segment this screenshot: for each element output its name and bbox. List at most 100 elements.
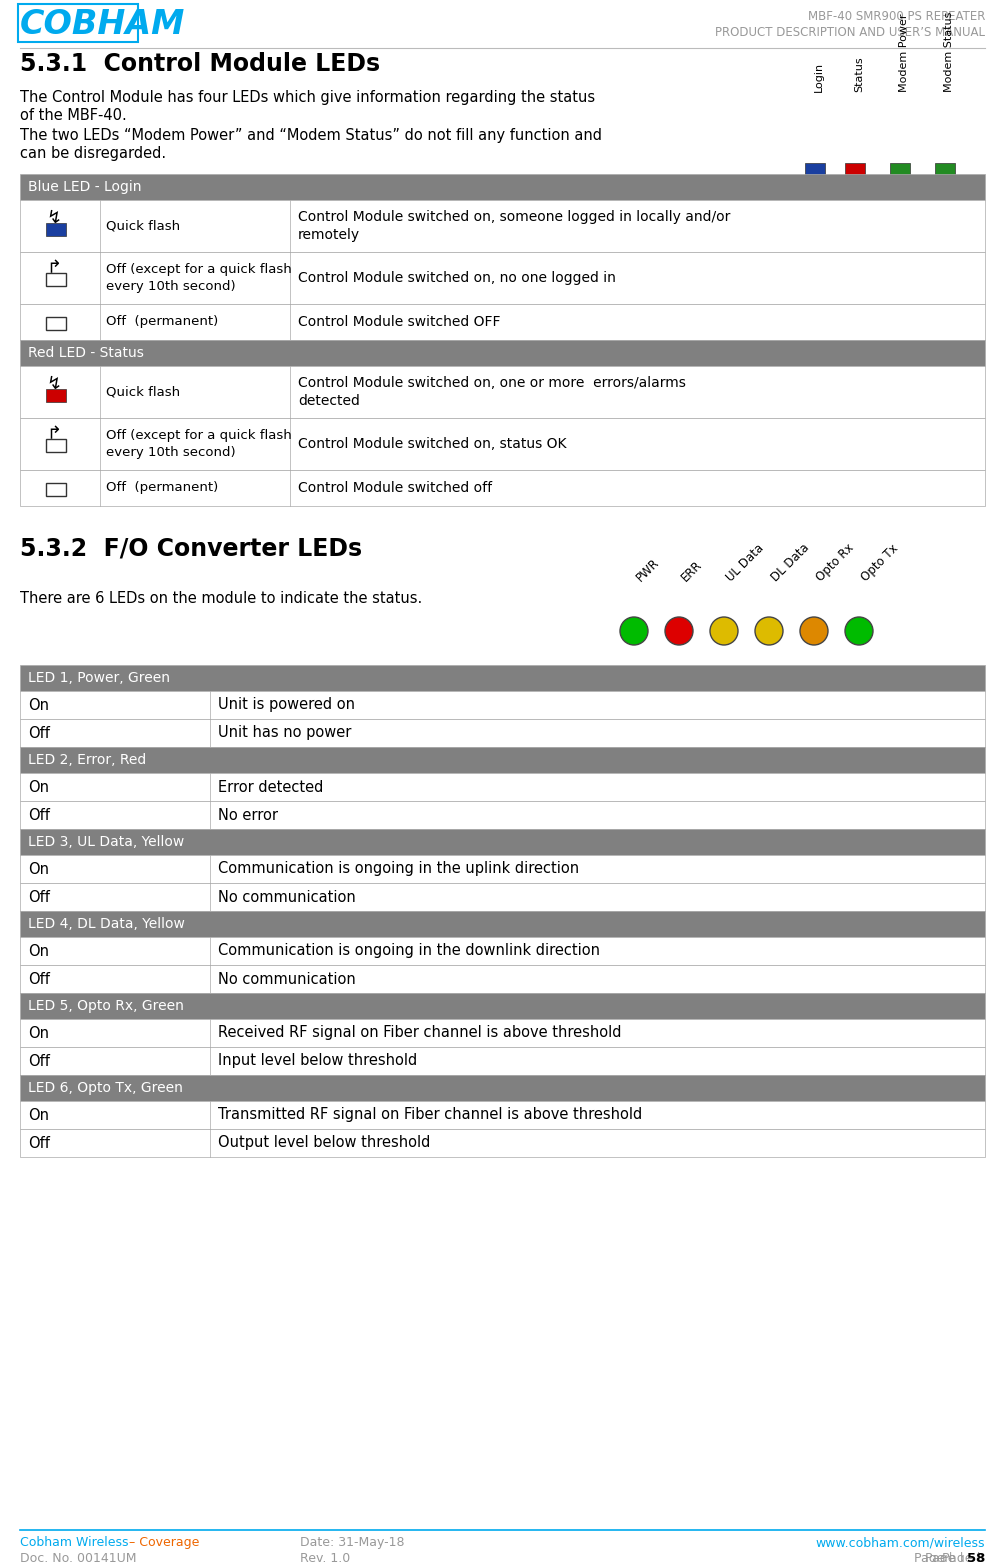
Bar <box>20 305 985 341</box>
Bar <box>46 317 66 330</box>
Text: Off: Off <box>28 808 50 823</box>
Text: ↱: ↱ <box>46 259 61 276</box>
Text: Blue LED - Login: Blue LED - Login <box>28 180 142 194</box>
Circle shape <box>755 617 783 645</box>
Bar <box>20 911 985 937</box>
Bar <box>935 162 955 177</box>
Bar <box>20 965 985 993</box>
Bar <box>805 162 825 177</box>
Text: Control Module switched on, status OK: Control Module switched on, status OK <box>298 437 567 451</box>
Bar <box>20 366 985 419</box>
Text: Off: Off <box>28 972 50 987</box>
Bar <box>20 341 985 366</box>
Text: On: On <box>28 1026 49 1040</box>
Text: Control Module switched off: Control Module switched off <box>298 481 492 495</box>
Bar <box>46 389 66 401</box>
Bar <box>18 5 138 42</box>
Text: LED 2, Error, Red: LED 2, Error, Red <box>28 753 147 767</box>
Text: Off (except for a quick flash
every 10th second): Off (except for a quick flash every 10th… <box>106 262 291 294</box>
Text: 5.3.1  Control Module LEDs: 5.3.1 Control Module LEDs <box>20 52 380 77</box>
Text: On: On <box>28 1107 49 1123</box>
Text: 5.3.2  F/O Converter LEDs: 5.3.2 F/O Converter LEDs <box>20 536 362 561</box>
Bar <box>20 200 985 251</box>
Text: Cobham Wireless: Cobham Wireless <box>20 1535 129 1550</box>
Text: No communication: No communication <box>218 972 356 987</box>
Text: Doc. No. 00141UM: Doc. No. 00141UM <box>20 1553 137 1562</box>
Text: ↯: ↯ <box>46 209 61 226</box>
Bar <box>20 470 985 506</box>
Text: Input level below threshold: Input level below threshold <box>218 1053 417 1068</box>
Text: Page | 58: Page | 58 <box>926 1553 984 1562</box>
Bar <box>20 1018 985 1047</box>
Bar <box>845 162 865 177</box>
Text: PRODUCT DESCRIPTION AND USER’S MANUAL: PRODUCT DESCRIPTION AND USER’S MANUAL <box>715 27 985 39</box>
Text: There are 6 LEDs on the module to indicate the status.: There are 6 LEDs on the module to indica… <box>20 590 422 606</box>
Text: Page |: Page | <box>915 1553 957 1562</box>
Bar <box>20 173 985 200</box>
Circle shape <box>845 617 873 645</box>
Text: Date: 31-May-18: Date: 31-May-18 <box>300 1535 404 1550</box>
Text: LED 5, Opto Rx, Green: LED 5, Opto Rx, Green <box>28 1000 184 1014</box>
Bar <box>20 690 985 719</box>
Text: Off: Off <box>28 889 50 904</box>
Text: COBHAM: COBHAM <box>20 8 185 41</box>
Bar <box>20 1129 985 1157</box>
Text: On: On <box>28 779 49 795</box>
Bar <box>20 883 985 911</box>
Text: On: On <box>28 698 49 712</box>
Bar <box>20 251 985 305</box>
Text: Status: Status <box>854 56 864 92</box>
Text: The two LEDs “Modem Power” and “Modem Status” do not fill any function and: The two LEDs “Modem Power” and “Modem St… <box>20 128 602 144</box>
Text: PWR: PWR <box>634 556 662 584</box>
Text: Modem Status: Modem Status <box>944 11 954 92</box>
Text: Unit has no power: Unit has no power <box>218 725 352 740</box>
Text: Communication is ongoing in the downlink direction: Communication is ongoing in the downlink… <box>218 943 600 959</box>
Text: On: On <box>28 862 49 876</box>
Text: ↯: ↯ <box>46 375 61 394</box>
Bar <box>20 801 985 829</box>
Text: Received RF signal on Fiber channel is above threshold: Received RF signal on Fiber channel is a… <box>218 1026 621 1040</box>
Bar <box>20 1075 985 1101</box>
Text: www.cobham.com/wireless: www.cobham.com/wireless <box>815 1535 985 1550</box>
Text: Opto Tx: Opto Tx <box>859 542 901 584</box>
Text: Transmitted RF signal on Fiber channel is above threshold: Transmitted RF signal on Fiber channel i… <box>218 1107 642 1123</box>
Text: Unit is powered on: Unit is powered on <box>218 698 355 712</box>
Bar <box>890 162 910 177</box>
Text: can be disregarded.: can be disregarded. <box>20 145 166 161</box>
Bar <box>20 937 985 965</box>
Text: Off (except for a quick flash
every 10th second): Off (except for a quick flash every 10th… <box>106 430 291 459</box>
Bar <box>20 747 985 773</box>
Text: Login: Login <box>814 62 824 92</box>
Text: LED 6, Opto Tx, Green: LED 6, Opto Tx, Green <box>28 1081 183 1095</box>
Bar <box>20 1101 985 1129</box>
Text: Off: Off <box>28 725 50 740</box>
Bar <box>46 223 66 236</box>
Text: Opto Rx: Opto Rx <box>814 540 857 584</box>
Bar <box>20 773 985 801</box>
Text: No error: No error <box>218 808 278 823</box>
Text: Rev. 1.0: Rev. 1.0 <box>300 1553 351 1562</box>
Circle shape <box>710 617 738 645</box>
Circle shape <box>620 617 648 645</box>
Text: LED 3, UL Data, Yellow: LED 3, UL Data, Yellow <box>28 836 184 850</box>
Text: The Control Module has four LEDs which give information regarding the status: The Control Module has four LEDs which g… <box>20 91 595 105</box>
Text: Control Module switched on, one or more  errors/alarms
detected: Control Module switched on, one or more … <box>298 376 685 408</box>
Text: Off  (permanent): Off (permanent) <box>106 316 218 328</box>
Text: Control Module switched on, no one logged in: Control Module switched on, no one logge… <box>298 270 616 284</box>
Bar <box>46 439 66 451</box>
Bar <box>20 719 985 747</box>
Text: ↱: ↱ <box>46 425 61 444</box>
Text: MBF-40 SMR900 PS REPEATER: MBF-40 SMR900 PS REPEATER <box>808 9 985 23</box>
Text: Output level below threshold: Output level below threshold <box>218 1136 430 1151</box>
Text: On: On <box>28 943 49 959</box>
Text: Error detected: Error detected <box>218 779 324 795</box>
Text: Off: Off <box>28 1136 50 1151</box>
Text: No communication: No communication <box>218 889 356 904</box>
Text: Off  (permanent): Off (permanent) <box>106 481 218 495</box>
Text: Quick flash: Quick flash <box>106 386 180 398</box>
Bar <box>20 1047 985 1075</box>
Text: LED 4, DL Data, Yellow: LED 4, DL Data, Yellow <box>28 917 185 931</box>
Text: UL Data: UL Data <box>724 542 767 584</box>
Text: DL Data: DL Data <box>769 540 812 584</box>
Circle shape <box>665 617 693 645</box>
